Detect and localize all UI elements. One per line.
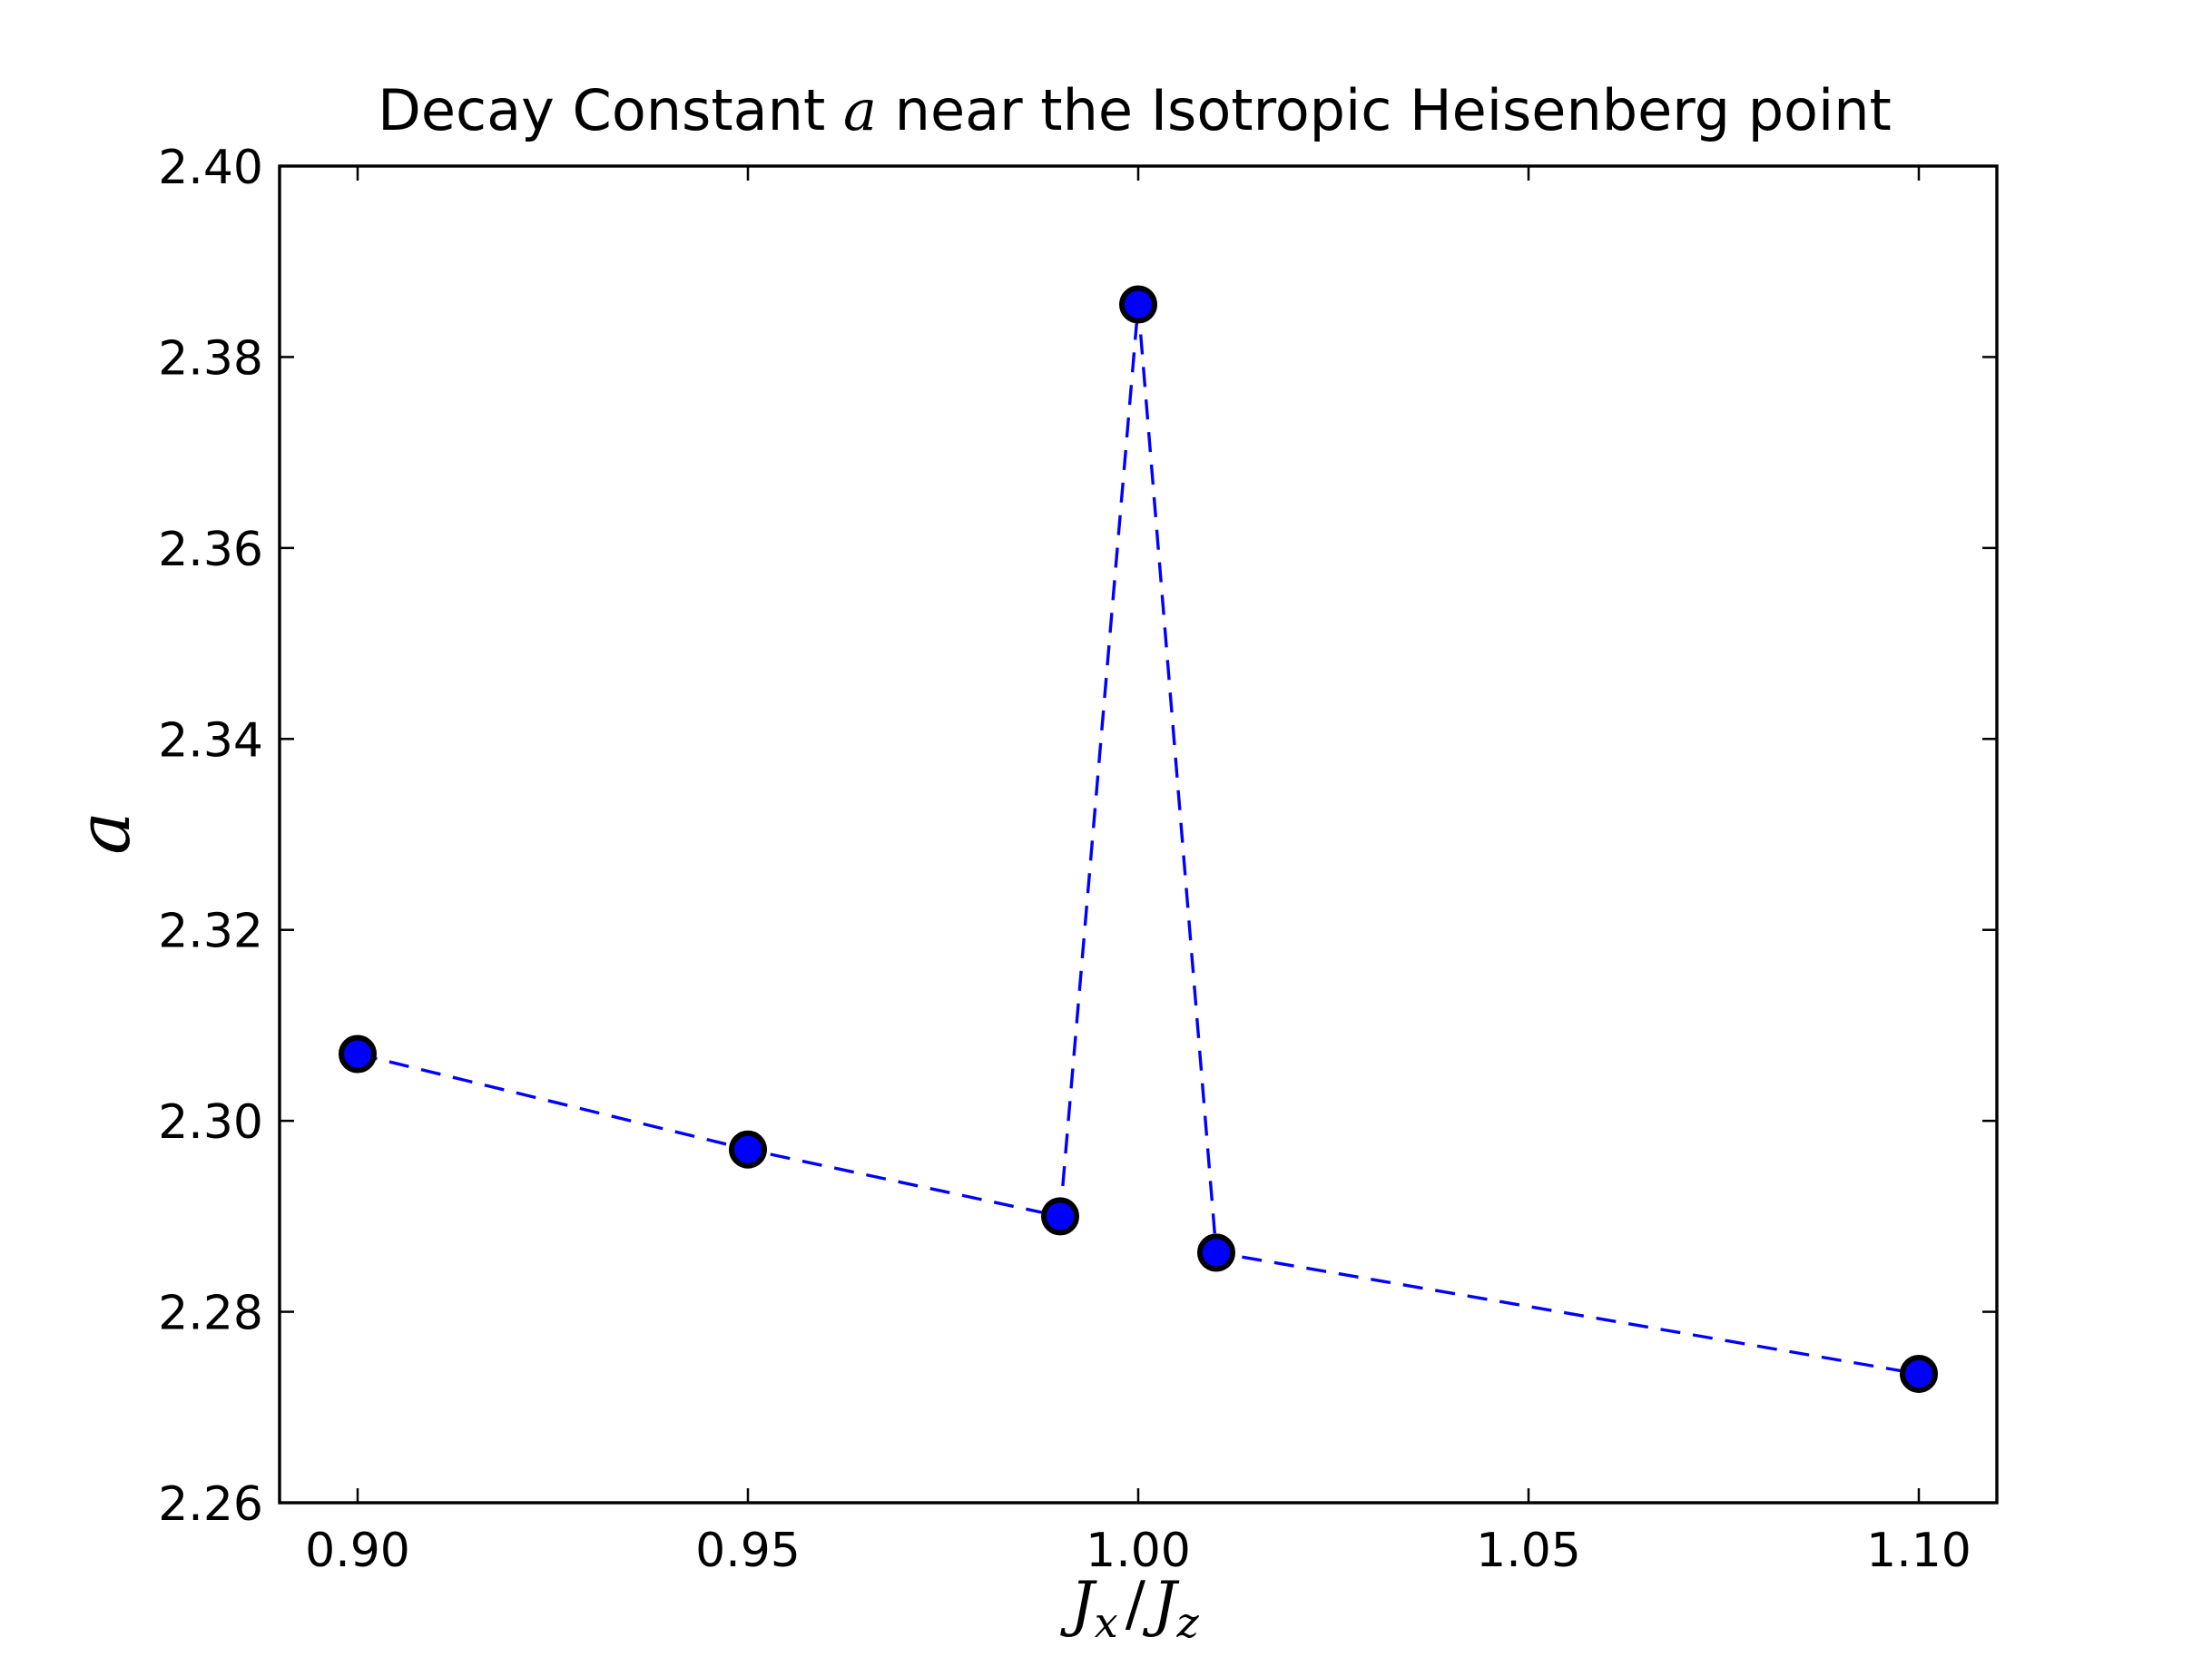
y-axis-label: a (62, 811, 146, 855)
y-tick-label: 2.38 (158, 331, 263, 386)
x-axis-label-sub-x: x (1095, 1598, 1118, 1647)
y-tick-label: 2.26 (158, 1477, 263, 1532)
data-point (1197, 1233, 1235, 1272)
y-axis: 2.26 2.28 2.30 2.32 2.34 2.36 2.38 2.40 (158, 141, 1997, 1532)
chart-title-symbol: a (843, 77, 877, 143)
data-point (1041, 1197, 1079, 1236)
data-point (339, 1035, 377, 1074)
x-axis: 0.90 0.95 1.00 1.05 1.10 (305, 166, 1971, 1578)
series-markers (339, 285, 1938, 1393)
data-point (729, 1130, 767, 1169)
series-line (357, 304, 1920, 1376)
chart-title: Decay Constant a near the Isotropic Heis… (378, 77, 1892, 143)
x-axis-label-sub-z: z (1175, 1598, 1199, 1647)
y-tick-label: 2.30 (158, 1095, 263, 1150)
plot-frame (280, 166, 1997, 1503)
y-tick-label: 2.32 (158, 905, 263, 959)
x-tick-label: 0.95 (695, 1524, 801, 1578)
y-tick-label: 2.36 (158, 523, 263, 577)
x-axis-label-slash: / (1126, 1569, 1146, 1639)
chart-title-suffix: near the Isotropic Heisenberg point (877, 77, 1892, 143)
y-tick-label: 2.28 (158, 1287, 263, 1341)
data-point (1900, 1354, 1938, 1393)
data-point (1119, 285, 1157, 324)
y-tick-label: 2.40 (158, 141, 263, 195)
x-tick-label: 0.90 (305, 1524, 410, 1578)
x-tick-label: 1.05 (1476, 1524, 1581, 1578)
y-tick-label: 2.34 (158, 713, 263, 768)
plot-area (280, 166, 1997, 1503)
x-tick-label: 1.10 (1866, 1524, 1971, 1578)
x-tick-label: 1.00 (1086, 1524, 1191, 1578)
chart-title-prefix: Decay Constant (378, 77, 843, 143)
